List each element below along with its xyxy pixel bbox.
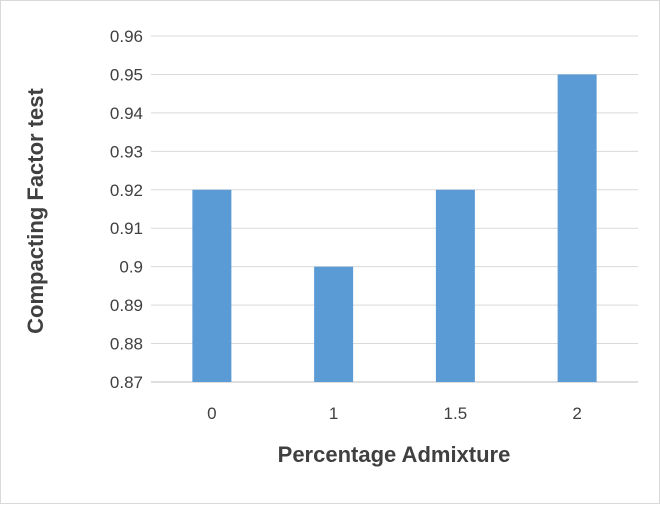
y-tick-labels: 0.87 0.88 0.89 0.9 0.91 0.92 0.93 0.94 0.95 0.96 — [110, 27, 143, 392]
y-tick-label: 0.96 — [110, 27, 143, 46]
y-tick-label: 0.88 — [110, 335, 143, 354]
y-tick-label: 0.93 — [110, 142, 143, 161]
gridlines — [151, 35, 638, 383]
bar-0 — [192, 189, 232, 382]
x-tick-labels: 0 1 1.5 2 — [207, 404, 582, 423]
x-tick-label: 2 — [572, 404, 581, 423]
bar-1.5 — [435, 189, 475, 382]
x-tick-label: 1.5 — [444, 404, 468, 423]
y-tick-label: 0.94 — [110, 104, 143, 123]
y-tick-label: 0.87 — [110, 373, 143, 392]
y-tick-label: 0.91 — [110, 219, 143, 238]
x-tick-label: 1 — [329, 404, 338, 423]
y-axis-title: Compacting Factor test — [23, 87, 48, 333]
y-tick-label: 0.89 — [110, 296, 143, 315]
x-tick-label: 0 — [207, 404, 216, 423]
bars — [192, 74, 597, 382]
y-tick-label: 0.95 — [110, 65, 143, 84]
y-tick-label: 0.92 — [110, 181, 143, 200]
bar-2 — [557, 74, 597, 382]
y-tick-label: 0.9 — [119, 258, 143, 277]
bar-1 — [314, 266, 354, 382]
x-axis-title: Percentage Admixture — [278, 442, 511, 467]
